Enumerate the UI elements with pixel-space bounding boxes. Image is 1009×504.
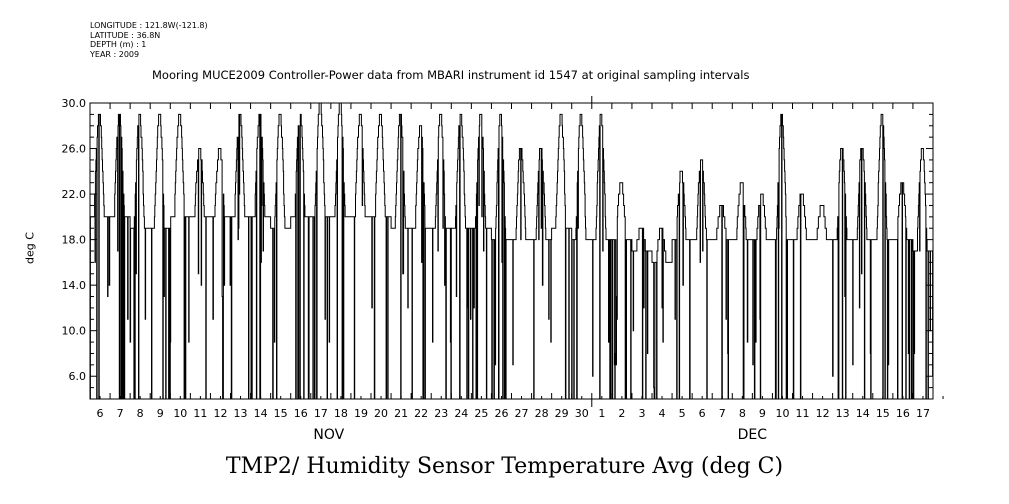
x-tick-label: 24 (454, 407, 468, 420)
x-tick-label: 25 (474, 407, 488, 420)
x-tick-label: 28 (535, 407, 549, 420)
line-chart: 6.010.014.018.022.026.030.0 6 7 8 9 10 11 12 13… (62, 96, 944, 443)
y-tick-label: 6.0 (69, 370, 87, 383)
meta-year: YEAR : 2009 (90, 49, 140, 59)
plot-frame (89, 102, 934, 400)
y-tick-label: 22.0 (62, 188, 87, 201)
x-tick-label: 8 (137, 407, 144, 420)
y-tick-label: 14.0 (62, 279, 87, 292)
metadata-block: LONGITUDE : 121.8W(-121.8) LATITUDE : 36… (90, 21, 208, 59)
x-tick-label: 9 (759, 407, 766, 420)
month-label: DEC (738, 427, 768, 443)
x-tick-label: 15 (876, 407, 890, 420)
x-tick-label: 9 (157, 407, 164, 420)
x-tick-label: 5 (679, 407, 686, 420)
series-line (89, 102, 934, 400)
x-tick-label: 3 (638, 407, 645, 420)
x-tick-label: 20 (374, 407, 388, 420)
x-tick-label: 18 (334, 407, 348, 420)
meta-depth: DEPTH (m) : 1 (90, 40, 147, 49)
meta-longitude: LONGITUDE : 121.8W(-121.8) (90, 21, 208, 30)
x-tick-label: 11 (193, 407, 207, 420)
x-tick-label: 17 (314, 407, 328, 420)
x-tick-label: 16 (896, 407, 910, 420)
x-tick-label: 7 (719, 407, 726, 420)
x-tick-label: 17 (916, 407, 930, 420)
x-tick-label: 14 (856, 407, 870, 420)
x-tick-label: 12 (213, 407, 227, 420)
x-tick-label: 22 (414, 407, 428, 420)
x-tick-label: 21 (394, 407, 408, 420)
x-tick-label: 29 (555, 407, 569, 420)
x-tick-label: 10 (173, 407, 187, 420)
x-tick-label: 8 (739, 407, 746, 420)
x-axis: 6 7 8 9 10 11 12 13 14 15 16 17 18 19 20 21 22 23 24 25 26 27… (89, 96, 944, 443)
x-tick-label: 13 (234, 407, 248, 420)
x-tick-label: 1 (598, 407, 605, 420)
x-tick-label: 6 (97, 407, 104, 420)
x-tick-label: 27 (515, 407, 529, 420)
x-tick-label: 16 (294, 407, 308, 420)
y-tick-label: 30.0 (62, 97, 87, 110)
x-tick-label: 19 (354, 407, 368, 420)
x-tick-label: 15 (274, 407, 288, 420)
x-tick-label: 11 (796, 407, 810, 420)
y-tick-label: 10.0 (62, 325, 87, 338)
x-tick-label: 23 (434, 407, 448, 420)
x-tick-label: 12 (816, 407, 830, 420)
x-tick-label: 14 (254, 407, 268, 420)
month-label: NOV (313, 427, 344, 443)
x-tick-label: 4 (659, 407, 666, 420)
x-tick-label: 30 (575, 407, 589, 420)
plot-caption: TMP2/ Humidity Sensor Temperature Avg (d… (225, 454, 784, 479)
meta-latitude: LATITUDE : 36.8N (90, 30, 161, 40)
x-tick-label: 13 (836, 407, 850, 420)
x-tick-label: 2 (618, 407, 625, 420)
y-tick-label: 18.0 (62, 234, 87, 247)
x-tick-label: 7 (117, 407, 124, 420)
x-tick-label: 26 (494, 407, 508, 420)
y-tick-label: 26.0 (62, 143, 87, 156)
y-axis: 6.0 10.0 14.0 18.0 22.0 26.0 30.0 (62, 97, 933, 400)
chart-title: Mooring MUCE2009 Controller-Power data f… (152, 68, 750, 82)
x-tick-label: 10 (775, 407, 789, 420)
x-tick-label: 6 (699, 407, 706, 420)
